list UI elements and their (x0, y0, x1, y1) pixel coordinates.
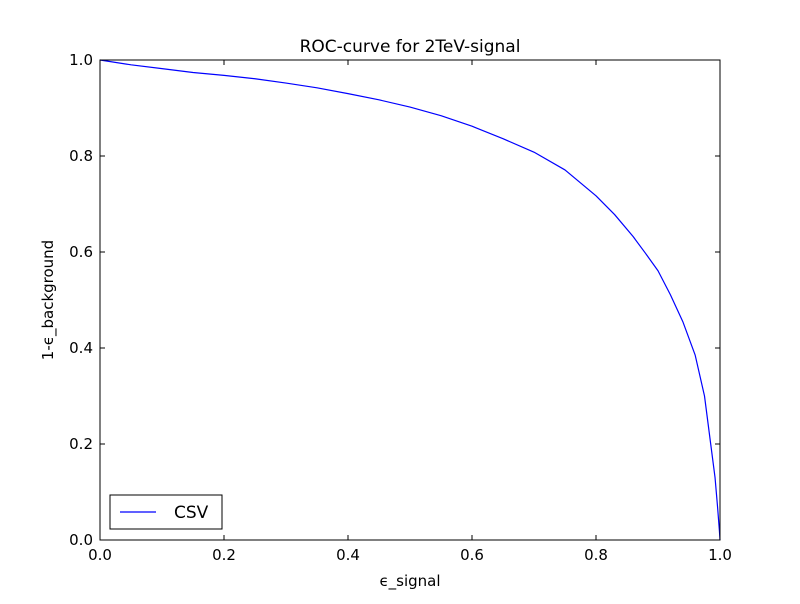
plot-area (100, 60, 720, 540)
chart-title: ROC-curve for 2TeV-signal (300, 37, 521, 57)
x-tick-label: 1.0 (708, 546, 732, 564)
y-tick-label: 0.8 (69, 147, 93, 165)
x-tick-label: 0.4 (336, 546, 360, 564)
x-axis-ticks: 0.0 0.2 0.4 0.6 0.8 1.0 (88, 60, 732, 564)
x-tick-label: 0.6 (460, 546, 484, 564)
x-tick-label: 0.0 (88, 546, 112, 564)
plot-frame (99, 59, 721, 541)
x-tick-label: 0.2 (212, 546, 236, 564)
x-tick-label: 0.8 (584, 546, 608, 564)
y-tick-label: 0.6 (69, 243, 93, 261)
y-axis-label: 1-ϵ_background (39, 240, 58, 360)
legend: CSV (109, 494, 223, 530)
series-line-csv (99, 59, 721, 541)
y-tick-label: 0.2 (69, 435, 93, 453)
series-layer (99, 59, 721, 541)
x-axis-label: ϵ_signal (379, 572, 440, 591)
legend-label-csv: CSV (174, 503, 209, 523)
y-tick-label: 1.0 (69, 51, 93, 69)
y-tick-label: 0.4 (69, 339, 93, 357)
y-tick-label: 0.0 (69, 531, 93, 549)
